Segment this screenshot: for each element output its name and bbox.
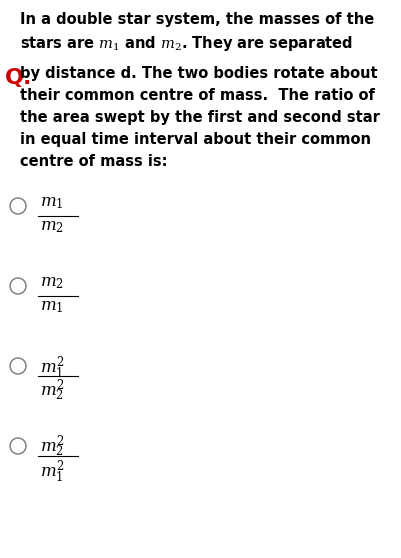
- Text: by distance d. The two bodies rotate about: by distance d. The two bodies rotate abo…: [20, 66, 377, 81]
- Text: $m_2^2$: $m_2^2$: [40, 434, 65, 460]
- Text: $m_2$: $m_2$: [40, 218, 64, 235]
- Text: stars are $m_1$ and $m_2$. They are separated: stars are $m_1$ and $m_2$. They are sepa…: [20, 34, 352, 53]
- Text: $m_2^2$: $m_2^2$: [40, 378, 65, 405]
- Text: $m_1$: $m_1$: [40, 194, 63, 211]
- Text: $m_2$: $m_2$: [40, 274, 64, 291]
- Text: the area swept by the first and second star: the area swept by the first and second s…: [20, 110, 379, 125]
- Text: Q.: Q.: [5, 68, 32, 88]
- Text: in equal time interval about their common: in equal time interval about their commo…: [20, 132, 370, 147]
- Text: centre of mass is:: centre of mass is:: [20, 154, 167, 169]
- Text: $m_1^2$: $m_1^2$: [40, 458, 65, 485]
- Text: their common centre of mass.  The ratio of: their common centre of mass. The ratio o…: [20, 88, 374, 103]
- Text: $m_1$: $m_1$: [40, 298, 63, 315]
- Text: $m_1^2$: $m_1^2$: [40, 354, 65, 381]
- Text: In a double star system, the masses of the: In a double star system, the masses of t…: [20, 12, 373, 27]
